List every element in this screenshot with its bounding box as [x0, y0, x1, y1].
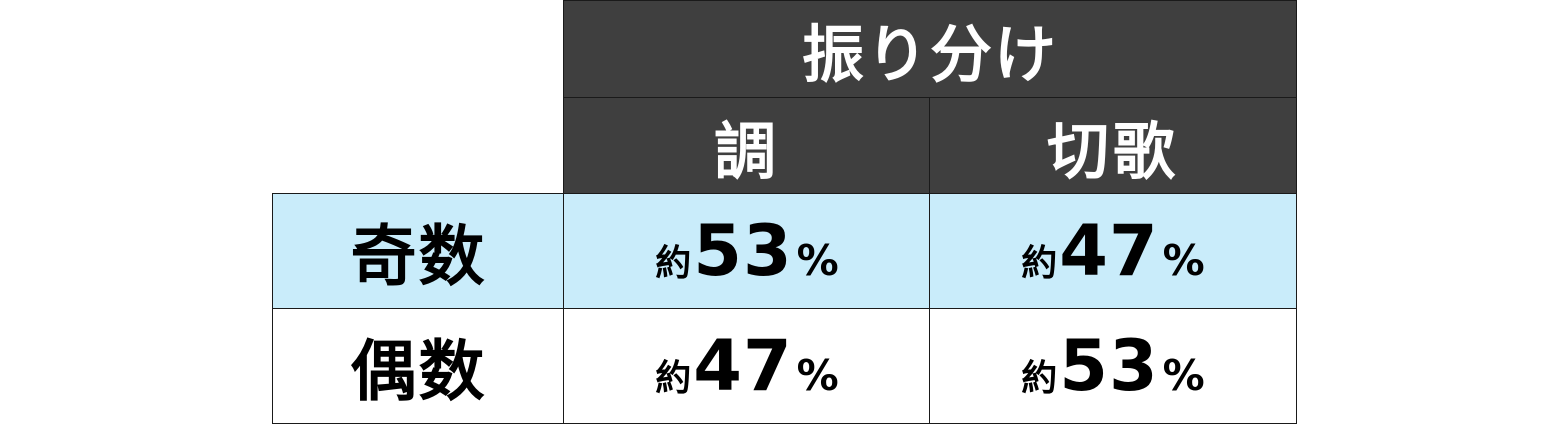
header-group-cell: 振り分け — [563, 0, 1297, 98]
header-column-1-cell: 調 — [563, 97, 931, 194]
percentage-value: 約 53 % — [1021, 325, 1205, 407]
row-even-label-cell: 偶数 — [272, 308, 565, 424]
header-column-2-label: 切歌 — [1046, 114, 1179, 188]
header-column-2-cell: 切歌 — [929, 97, 1297, 194]
percentage-value: 約 47 % — [1021, 210, 1205, 292]
header-column-1-label: 調 — [713, 114, 780, 188]
percentage-value: 約 47 % — [655, 325, 839, 407]
row-odd-column-2-cell: 約 47 % — [929, 193, 1297, 309]
percentage-value: 約 53 % — [655, 210, 839, 292]
row-odd-label: 奇数 — [350, 218, 487, 295]
row-even-column-2-cell: 約 53 % — [929, 308, 1297, 424]
row-even-label: 偶数 — [350, 333, 487, 410]
row-odd-column-1-cell: 約 53 % — [563, 193, 931, 309]
header-group-label: 振り分け — [801, 18, 1058, 91]
row-odd-label-cell: 奇数 — [272, 193, 565, 309]
row-even-column-1-cell: 約 47 % — [563, 308, 931, 424]
